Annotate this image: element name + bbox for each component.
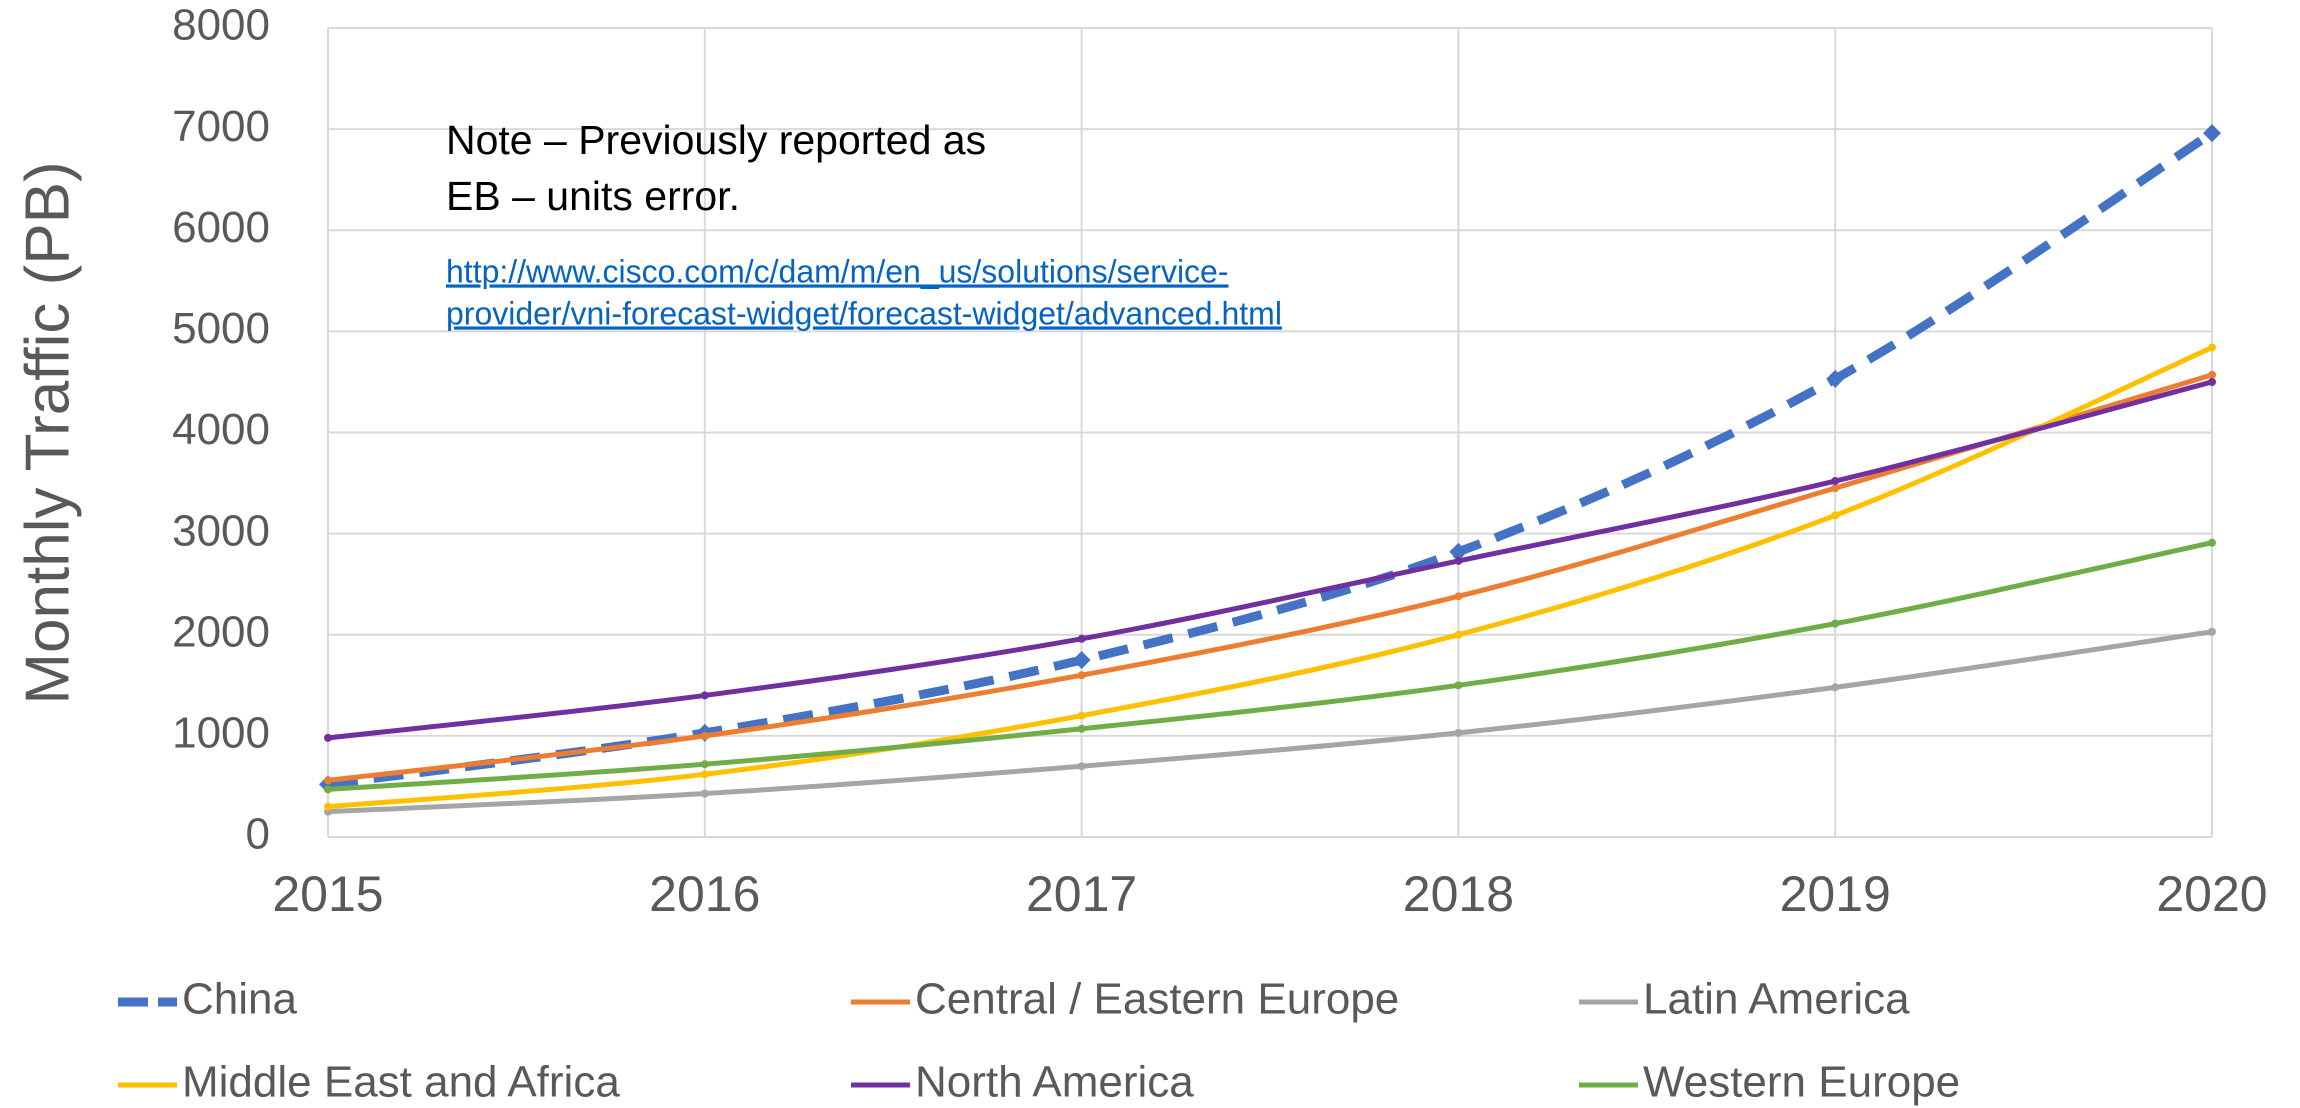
marker	[324, 733, 332, 742]
marker	[2208, 538, 2216, 547]
legend-label: Latin America	[1643, 975, 1910, 1024]
source-link[interactable]: provider/vni-forecast-widget/forecast-wi…	[446, 295, 1282, 331]
marker	[700, 731, 709, 740]
marker	[2208, 370, 2216, 379]
marker	[1831, 683, 1840, 692]
series-line	[327, 345, 2214, 810]
y-tick-label: 3000	[172, 506, 270, 555]
marker	[1831, 477, 1840, 486]
marker	[1077, 762, 1086, 771]
y-tick-label: 2000	[172, 607, 270, 656]
legend-label: North America	[915, 1058, 1194, 1107]
x-tick-label: 2017	[1026, 866, 1137, 922]
marker	[2208, 627, 2216, 636]
annotation: Note – Previously reported as	[446, 117, 986, 163]
marker	[324, 776, 332, 785]
marker	[324, 802, 332, 811]
marker	[700, 760, 709, 769]
marker	[1831, 484, 1840, 493]
marker	[1454, 556, 1463, 565]
marker	[1077, 671, 1086, 680]
marker	[1072, 651, 1091, 670]
y-tick-label: 5000	[172, 304, 270, 353]
series-line	[327, 372, 2213, 783]
marker	[1077, 634, 1086, 643]
y-axis-title: Monthly Traffic (PB)	[13, 161, 82, 704]
marker	[1454, 728, 1463, 737]
y-tick-label: 6000	[172, 203, 270, 252]
marker	[1831, 511, 1840, 520]
marker	[1454, 681, 1463, 690]
series-line	[327, 540, 2213, 792]
x-tick-label: 2015	[272, 866, 383, 922]
series-line	[327, 379, 2213, 741]
marker	[700, 770, 709, 779]
x-tick-label: 2016	[649, 866, 760, 922]
marker	[2203, 124, 2221, 143]
legend-label: Middle East and Africa	[182, 1058, 620, 1107]
x-tick-label: 2018	[1403, 866, 1514, 922]
series-line	[327, 629, 2213, 815]
source-link[interactable]: http://www.cisco.com/c/dam/m/en_us/solut…	[446, 253, 1229, 289]
marker	[1077, 711, 1086, 720]
x-tick-label: 2019	[1780, 866, 1891, 922]
y-tick-label: 0	[246, 810, 270, 859]
legend-label: China	[182, 975, 297, 1024]
annotation: EB – units error.	[446, 173, 740, 219]
marker	[700, 789, 709, 798]
y-tick-label: 1000	[172, 709, 270, 758]
y-tick-label: 4000	[172, 405, 270, 454]
legend-label: Western Europe	[1643, 1058, 1960, 1107]
marker	[2208, 377, 2216, 386]
marker	[1077, 724, 1086, 733]
plot-area: 0 1000 2000 3000 4000 5000 6000 7000 8000 2015 201…	[172, 1, 2268, 923]
x-tick-label: 2020	[2156, 866, 2267, 922]
legend-label: Central / Eastern Europe	[915, 975, 1399, 1024]
y-tick-label: 7000	[172, 102, 270, 151]
marker	[2208, 343, 2216, 352]
marker	[1454, 630, 1463, 639]
marker	[1826, 369, 1845, 388]
marker	[1454, 592, 1463, 601]
y-tick-label: 8000	[172, 1, 270, 50]
marker	[1831, 619, 1840, 628]
marker	[324, 785, 332, 794]
marker	[1449, 542, 1468, 561]
marker	[700, 691, 709, 700]
